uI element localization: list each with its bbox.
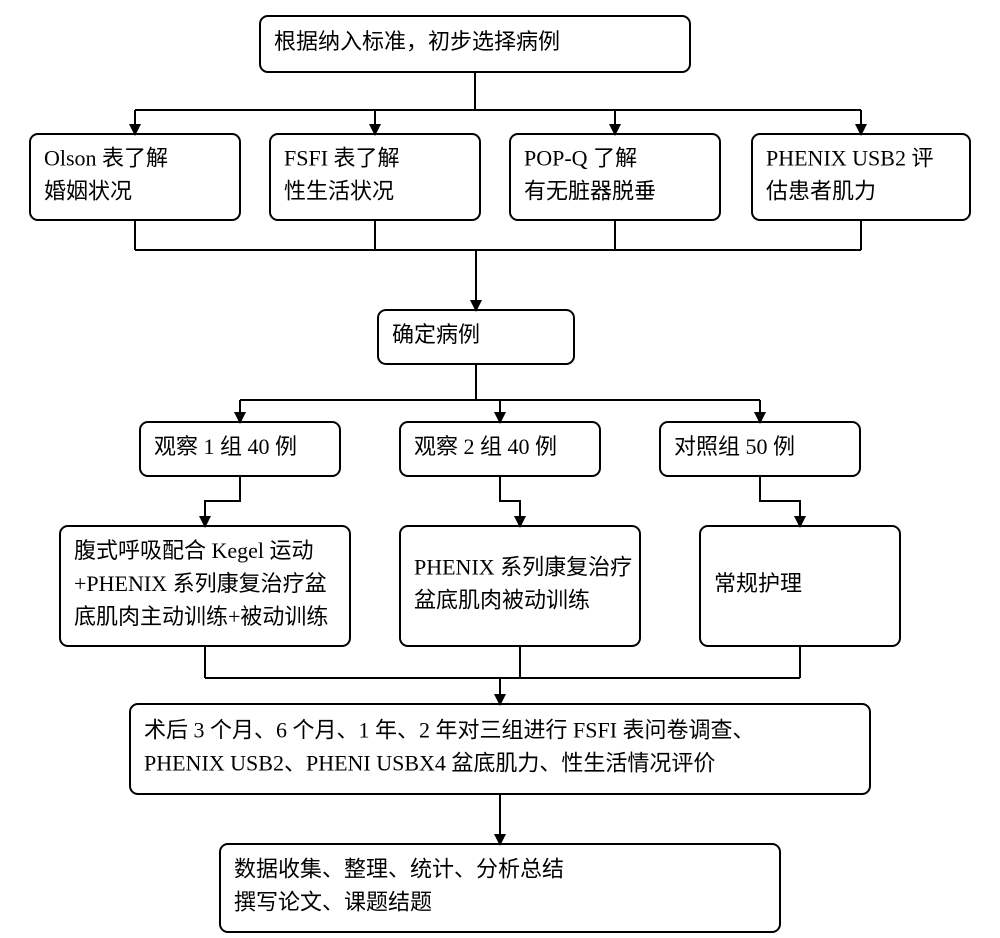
final-text-line-1: 撰写论文、课题结题	[234, 890, 432, 915]
confirm-text-line-0: 确定病例	[392, 322, 480, 347]
a1-text-line-0: Olson 表了解	[44, 146, 168, 171]
g3-text-line-0: 对照组 50 例	[674, 434, 795, 459]
final-text-line-0: 数据收集、整理、统计、分析总结	[234, 857, 564, 882]
a4-text-line-0: PHENIX USB2 评	[766, 146, 933, 171]
t2-text-line-1: 盆底肌肉被动训练	[414, 588, 590, 613]
a3-text-line-0: POP-Q 了解	[524, 146, 637, 171]
top-text-line-0: 根据纳入标准，初步选择病例	[274, 29, 560, 54]
a2-text-line-0: FSFI 表了解	[284, 146, 400, 171]
t2-box	[400, 526, 640, 646]
flw-text-line-0: 术后 3 个月、6 个月、1 年、2 年对三组进行 FSFI 表问卷调查、	[144, 718, 755, 743]
t1-text-line-0: 腹式呼吸配合 Kegel 运动	[74, 538, 314, 563]
g1-text-line-0: 观察 1 组 40 例	[154, 434, 297, 459]
connector	[760, 476, 800, 526]
connector	[500, 476, 520, 526]
flw-text-line-1: PHENIX USB2、PHENI USBX4 盆底肌力、性生活情况评价	[144, 751, 715, 776]
t2-text-line-0: PHENIX 系列康复治疗	[414, 555, 632, 580]
t3-text-line-0: 常规护理	[714, 571, 802, 596]
a2-text-line-1: 性生活状况	[284, 179, 394, 204]
connector	[205, 476, 240, 526]
g2-text-line-0: 观察 2 组 40 例	[414, 434, 557, 459]
a3-text-line-1: 有无脏器脱垂	[524, 179, 656, 204]
a4-text-line-1: 估患者肌力	[766, 179, 876, 204]
t1-text-line-1: +PHENIX 系列康复治疗盆	[74, 571, 327, 596]
t1-text-line-2: 底肌肉主动训练+被动训练	[74, 604, 328, 629]
a1-text-line-1: 婚姻状况	[44, 179, 132, 204]
